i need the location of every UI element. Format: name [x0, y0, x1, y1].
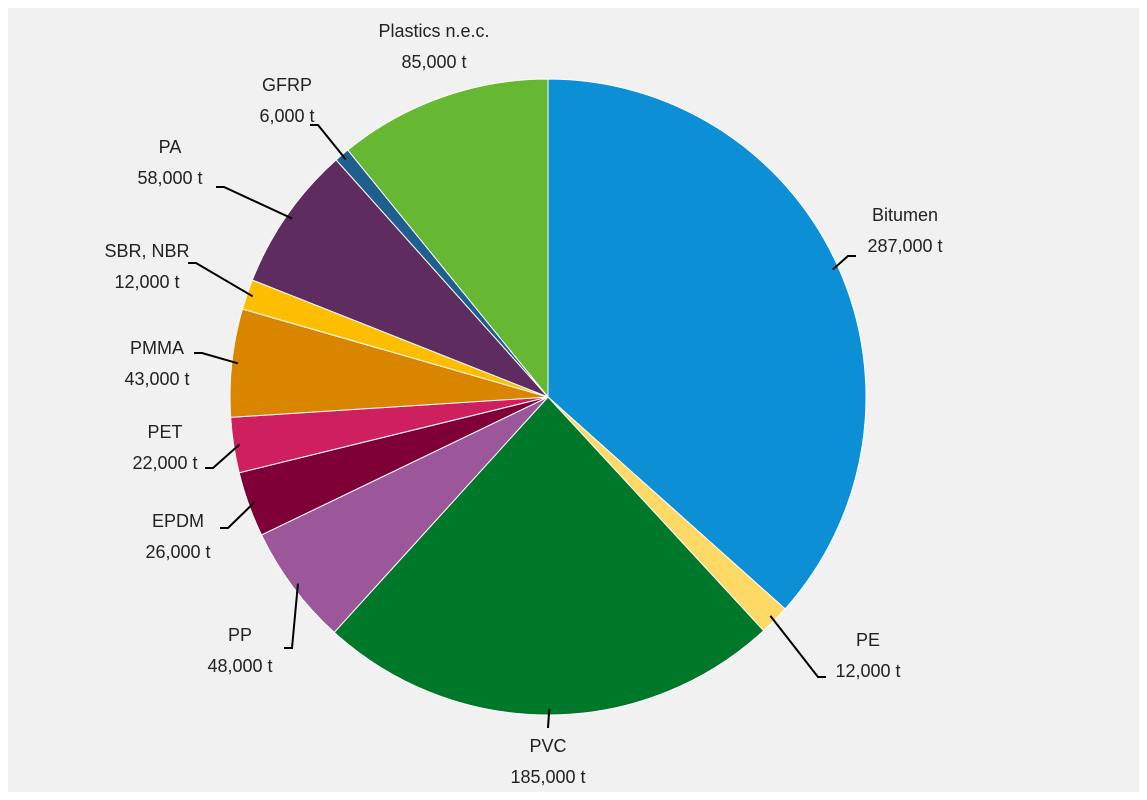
slice-value-label: 43,000 t [124, 369, 189, 389]
slice-name: Plastics n.e.c. [378, 21, 489, 41]
slice-name: PMMA [130, 338, 184, 358]
leader-line [284, 583, 299, 649]
slice-value-label: 85,000 t [401, 52, 466, 72]
leader-line [205, 443, 241, 469]
slice-value-label: 185,000 t [510, 767, 585, 787]
slice-value-label: 58,000 t [137, 168, 202, 188]
leader-line [310, 124, 347, 161]
pie-slice [251, 159, 549, 398]
slice-name: PP [228, 625, 252, 645]
slice-name: EPDM [152, 511, 204, 531]
leader-line [220, 501, 256, 529]
slice-name: Bitumen [872, 205, 938, 225]
leader-line [216, 186, 293, 220]
leader-line [188, 262, 254, 298]
slice-name: GFRP [262, 75, 312, 95]
slice-value-label: 48,000 t [207, 656, 272, 676]
slice-name: PVC [529, 736, 566, 756]
pie-slice [260, 396, 549, 634]
slice-value-label: 26,000 t [145, 542, 210, 562]
pie-slice [547, 78, 867, 610]
slice-value-label: 12,000 t [835, 661, 900, 681]
leader-line [769, 615, 826, 678]
slice-name: PA [159, 137, 182, 157]
slice-name: SBR, NBR [104, 241, 189, 261]
slice-name: PE [856, 630, 880, 650]
slice-value-label: 287,000 t [867, 236, 942, 256]
slice-value-label: 12,000 t [114, 272, 179, 292]
leader-line [194, 352, 239, 365]
leader-line [832, 255, 856, 271]
slice-value-label: 6,000 t [259, 106, 314, 126]
slice-name: PET [147, 422, 182, 442]
pie-slice [347, 78, 549, 399]
leader-line [547, 708, 551, 729]
slice-value-label: 22,000 t [132, 453, 197, 473]
